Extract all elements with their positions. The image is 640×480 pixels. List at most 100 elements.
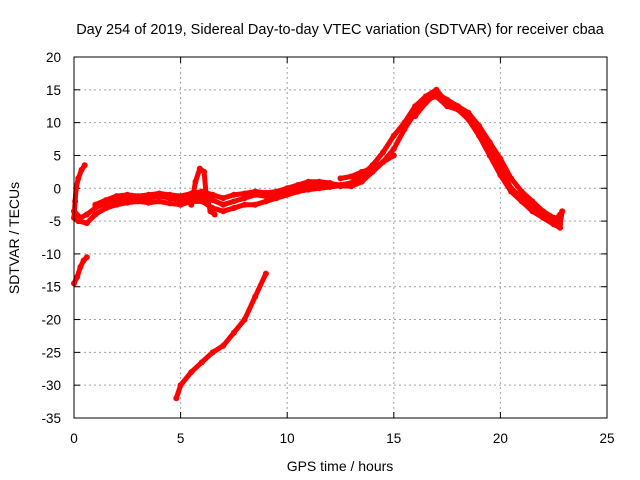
data-point [390,152,397,159]
data-point [198,359,205,366]
data-point [369,165,376,172]
data-point [188,369,195,376]
chart-title: Day 254 of 2019, Sidereal Day-to-day VTE… [76,22,605,38]
data-point [103,205,109,211]
data-point [252,201,259,208]
data-point [390,132,397,139]
data-point [78,166,85,173]
y-tick-label: -15 [41,280,61,295]
data-point [220,342,227,349]
data-point [380,159,387,165]
data-point [211,211,218,218]
data-point [284,191,291,198]
data-point [540,208,546,215]
data-point [252,293,259,300]
y-tick-label: -35 [41,411,61,426]
data-point [72,198,79,205]
data-point [74,273,81,280]
data-point [209,349,216,356]
data-point [316,185,323,192]
data-point [380,149,387,156]
data-point [348,183,355,190]
data-point [316,178,323,185]
x-tick-label: 25 [599,431,614,446]
data-point [156,190,163,197]
data-point [262,270,269,277]
data-point [135,193,141,200]
x-tick-label: 20 [493,431,508,446]
data-point [166,191,173,198]
plot-frame [73,56,608,419]
data-point [166,200,173,207]
data-point [465,109,472,116]
x-axis-label: GPS time / hours [287,458,394,474]
data-point [113,193,120,200]
data-point [201,168,208,175]
data-point [124,199,131,206]
data-point [358,168,365,175]
y-tick-label: 20 [46,50,61,65]
data-point [529,198,536,205]
data-point [177,382,184,389]
y-tick-label: 15 [46,83,61,98]
y-tick-label: -30 [41,378,61,393]
data-point [177,193,184,200]
data-point [444,96,451,103]
data-point [145,191,152,198]
data-point [540,214,546,221]
data-point [220,195,227,202]
y-tick-label: 5 [53,148,61,163]
data-point [198,198,205,205]
data-point [230,205,237,211]
y-tick-label: -25 [41,345,61,360]
data-point [177,201,184,208]
data-point [196,165,203,172]
data-point [83,220,90,227]
y-tick-label: -5 [49,214,61,229]
data-point [305,178,312,185]
data-point [508,188,515,195]
data-point [401,126,408,133]
data-point [508,175,515,182]
data-point [77,264,84,270]
data-point [73,185,80,192]
data-point [203,191,210,198]
data-point [220,208,227,215]
data-point [81,162,88,169]
x-tick-label: 0 [70,431,78,446]
data-point [188,201,195,208]
data-point [412,113,419,120]
data-point [135,198,141,205]
data-point [486,152,493,159]
data-point [173,395,180,402]
data-point [326,180,333,186]
x-tick-label: 5 [177,431,185,446]
axis-ticks: 0 5 10 15 20 25 -35 -30 -25 -20 -15 -10 -5 0 5 10 15 20 [41,50,614,446]
data-point [207,208,214,215]
data-point [241,195,248,202]
data-point [294,182,301,188]
data-point [476,122,483,129]
data-point [476,132,483,139]
series-arc-band-e [412,90,565,227]
data-point [75,175,82,182]
data-point [156,198,163,205]
data-point [209,197,216,204]
data-point [83,211,90,218]
data-point [209,191,216,198]
data-point [337,183,344,190]
x-tick-label: 10 [280,431,295,446]
data-point [230,329,237,336]
data-point [444,103,451,110]
data-point [454,103,461,110]
data-point [252,188,259,195]
data-point [294,188,301,195]
data-point [220,201,227,208]
data-point [497,172,504,179]
data-point [529,208,536,215]
data-point [557,221,564,228]
data-point [192,178,199,185]
data-point [518,188,525,195]
